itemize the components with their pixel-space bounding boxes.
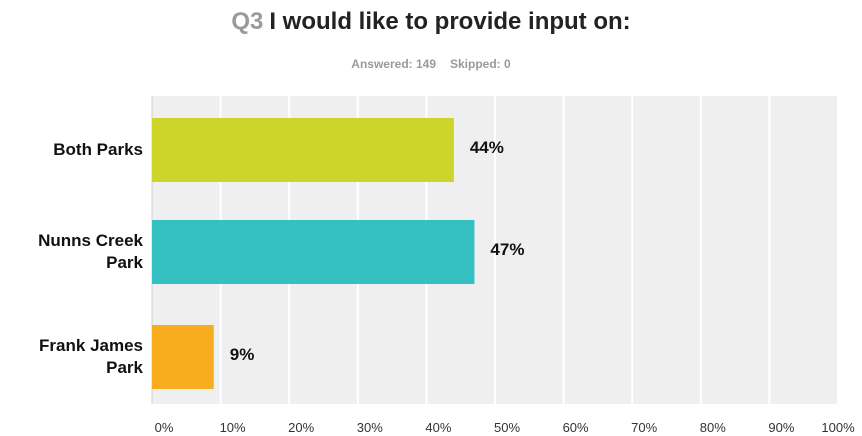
x-tick-label: 90%: [768, 420, 795, 435]
category-label: Both Parks: [0, 139, 143, 161]
x-tick-label: 60%: [562, 420, 589, 435]
category-label-line: Nunns Creek: [38, 231, 143, 250]
x-tick-label: 10%: [219, 420, 246, 435]
bar-frank-james-park: [152, 325, 214, 389]
response-stats: Answered: 149 Skipped: 0: [0, 57, 862, 71]
x-tick-label: 50%: [493, 420, 521, 435]
x-tick-label: 100%: [821, 420, 855, 435]
bar-value-label: 44%: [469, 138, 504, 157]
category-label-line: Frank James: [39, 336, 143, 355]
x-tick-label: 70%: [631, 420, 658, 435]
question-text: I would like to provide input on:: [269, 8, 631, 35]
x-tick-label: 0%: [154, 420, 174, 435]
bar-both-parks: [152, 118, 454, 182]
bar-value-label: 9%: [229, 345, 255, 364]
question-number: Q3: [231, 8, 264, 35]
category-label-line: Park: [106, 358, 143, 377]
category-label: Frank James Park: [0, 335, 143, 379]
x-tick-label: 20%: [288, 420, 315, 435]
category-label: Nunns Creek Park: [0, 230, 143, 274]
answered-count: Answered: 149: [351, 57, 436, 71]
x-tick-label: 80%: [699, 420, 726, 435]
chart-title: Q3 I would like to provide input on:: [0, 8, 862, 36]
bar-nunns-creek-park: [152, 220, 475, 284]
x-tick-label: 30%: [356, 420, 383, 435]
category-label-line: Park: [106, 253, 143, 272]
bar-value-label: 47%: [490, 240, 525, 259]
category-label-line: Both Parks: [53, 140, 143, 159]
skipped-count: Skipped: 0: [450, 57, 511, 71]
x-tick-label: 40%: [425, 420, 452, 435]
